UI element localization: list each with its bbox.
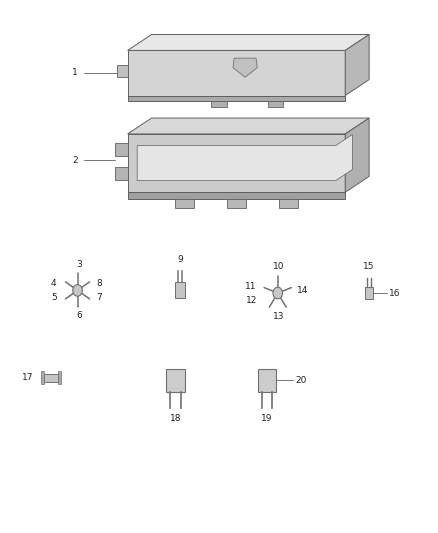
- Text: 20: 20: [296, 376, 307, 385]
- Text: 8: 8: [96, 279, 102, 288]
- Polygon shape: [116, 167, 127, 180]
- Polygon shape: [127, 134, 345, 192]
- Polygon shape: [279, 199, 298, 208]
- Text: 11: 11: [245, 282, 257, 291]
- Text: 5: 5: [51, 293, 57, 302]
- Polygon shape: [137, 134, 353, 181]
- Polygon shape: [127, 95, 345, 101]
- Text: 1: 1: [72, 68, 78, 77]
- Text: 15: 15: [364, 262, 375, 271]
- Polygon shape: [116, 143, 127, 156]
- Polygon shape: [345, 35, 369, 95]
- Polygon shape: [166, 369, 185, 392]
- Text: 6: 6: [76, 311, 82, 320]
- Text: 13: 13: [273, 312, 285, 321]
- Text: 18: 18: [170, 414, 181, 423]
- Polygon shape: [127, 51, 345, 95]
- Polygon shape: [127, 35, 369, 51]
- Polygon shape: [211, 101, 227, 107]
- Text: 2: 2: [72, 156, 78, 165]
- Text: 10: 10: [273, 262, 285, 271]
- Text: 4: 4: [51, 279, 57, 288]
- Polygon shape: [117, 65, 127, 77]
- Text: 3: 3: [76, 261, 82, 269]
- Text: 14: 14: [297, 286, 309, 295]
- Polygon shape: [268, 101, 283, 107]
- Circle shape: [273, 287, 283, 299]
- Polygon shape: [233, 58, 257, 77]
- Polygon shape: [365, 287, 373, 299]
- Polygon shape: [42, 372, 45, 384]
- Text: 17: 17: [21, 373, 33, 382]
- Polygon shape: [45, 374, 58, 382]
- Text: 12: 12: [245, 296, 257, 305]
- Polygon shape: [175, 282, 185, 298]
- Polygon shape: [227, 199, 246, 208]
- Polygon shape: [345, 118, 369, 192]
- Text: 19: 19: [261, 414, 272, 423]
- Polygon shape: [175, 199, 194, 208]
- Polygon shape: [258, 369, 276, 392]
- Text: 7: 7: [96, 293, 102, 302]
- Polygon shape: [127, 118, 369, 134]
- Text: 16: 16: [389, 288, 401, 297]
- Polygon shape: [127, 192, 345, 199]
- Circle shape: [73, 285, 82, 296]
- Polygon shape: [58, 372, 61, 384]
- Text: 9: 9: [177, 255, 183, 264]
